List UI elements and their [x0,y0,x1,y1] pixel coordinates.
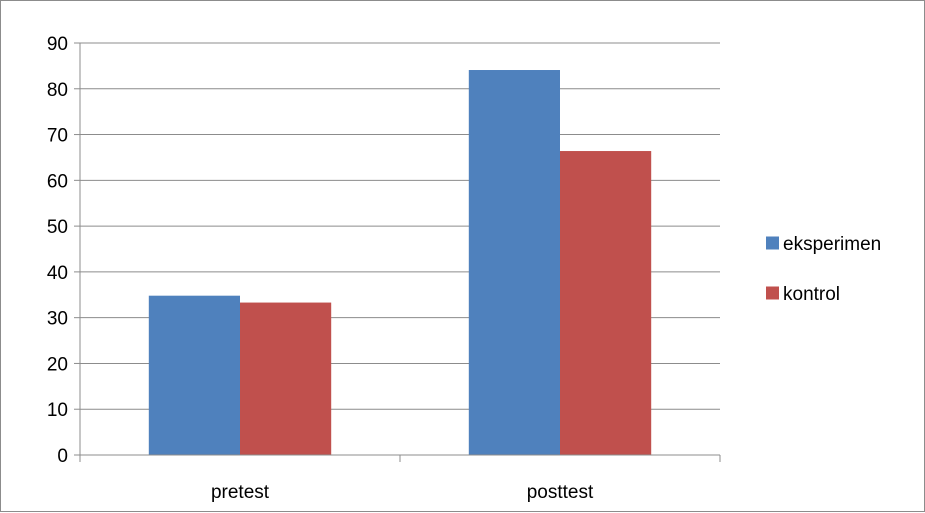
bar-kontrol-pretest [240,302,332,455]
legend-swatch-kontrol [766,286,779,300]
y-tick-label: 90 [47,34,68,55]
legend-label-kontrol: kontrol [783,284,840,305]
bar-eksperimen-posttest [468,70,560,456]
bars [148,70,652,456]
bar-eksperimen-pretest [148,295,240,455]
y-tick-label: 20 [47,354,68,375]
legend: eksperimen kontrol [766,234,881,305]
y-tick-label: 50 [47,217,68,238]
axes: 0 10 20 30 40 50 60 70 80 90 pretest posttest [47,34,721,503]
y-tick-label: 60 [47,171,68,192]
y-tick-label: 70 [47,126,68,147]
y-tick-label: 10 [47,400,68,421]
legend-swatch-eksperimen [766,236,779,250]
y-tick-label: 30 [47,309,68,330]
y-tick-label: 0 [57,446,68,467]
y-tick-label: 80 [47,80,68,101]
x-tick-label: pretest [211,482,270,503]
y-tick-label: 40 [47,263,68,284]
bar-kontrol-posttest [560,151,652,455]
legend-label-eksperimen: eksperimen [783,234,881,255]
x-tick-label: posttest [527,482,594,503]
